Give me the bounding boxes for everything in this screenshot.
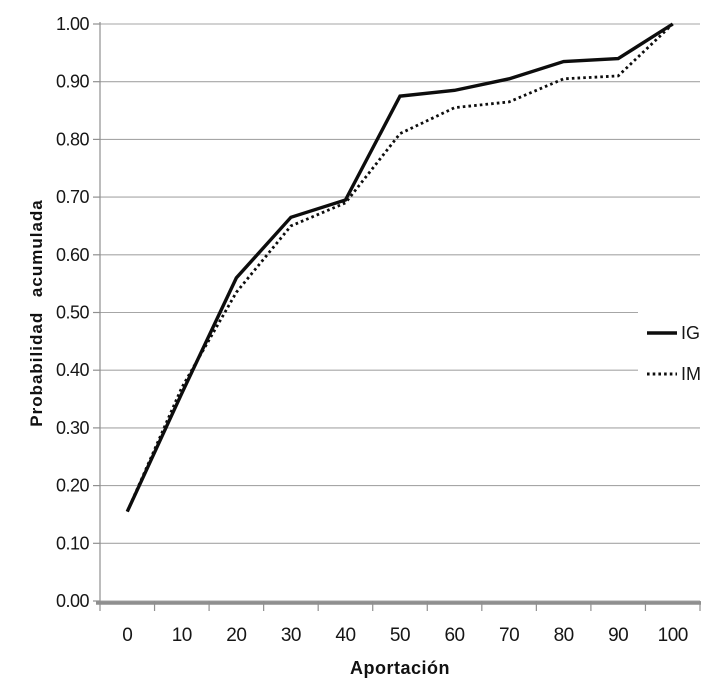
x-tick-label: 60 (444, 625, 464, 646)
y-tick-label: 0.10 (56, 533, 90, 553)
y-tick-label: 1.00 (56, 14, 90, 34)
y-tick-label: 0.20 (56, 476, 90, 496)
y-tick-label: 0.00 (56, 591, 90, 611)
x-tick-label: 70 (499, 625, 519, 646)
x-tick-label: 30 (281, 625, 301, 646)
legend-label-IG: IG (681, 323, 700, 343)
legend-background (638, 310, 718, 390)
y-tick-label: 0.30 (56, 418, 90, 438)
y-tick-label: 0.80 (56, 129, 90, 149)
y-axis-title: Probabilidad acumulada (27, 199, 46, 427)
x-tick-label: 90 (608, 625, 628, 646)
x-tick-label: 50 (390, 625, 410, 646)
y-tick-label: 0.60 (56, 245, 90, 265)
x-axis-title: Aportación (349, 658, 450, 678)
x-tick-label: 80 (554, 625, 574, 646)
x-tick-label: 20 (226, 625, 246, 646)
x-tick-label: 10 (172, 625, 192, 646)
x-tick-label: 0 (122, 625, 132, 646)
y-tick-label: 0.70 (56, 187, 90, 207)
y-tick-label: 0.50 (56, 303, 90, 323)
y-tick-label: 0.90 (56, 72, 90, 92)
x-tick-label: 100 (658, 625, 688, 646)
series-line-IG (125, 22, 674, 513)
x-tick-label: 40 (335, 625, 355, 646)
legend-label-IM: IM (681, 364, 701, 384)
y-tick-label: 0.40 (56, 360, 90, 380)
